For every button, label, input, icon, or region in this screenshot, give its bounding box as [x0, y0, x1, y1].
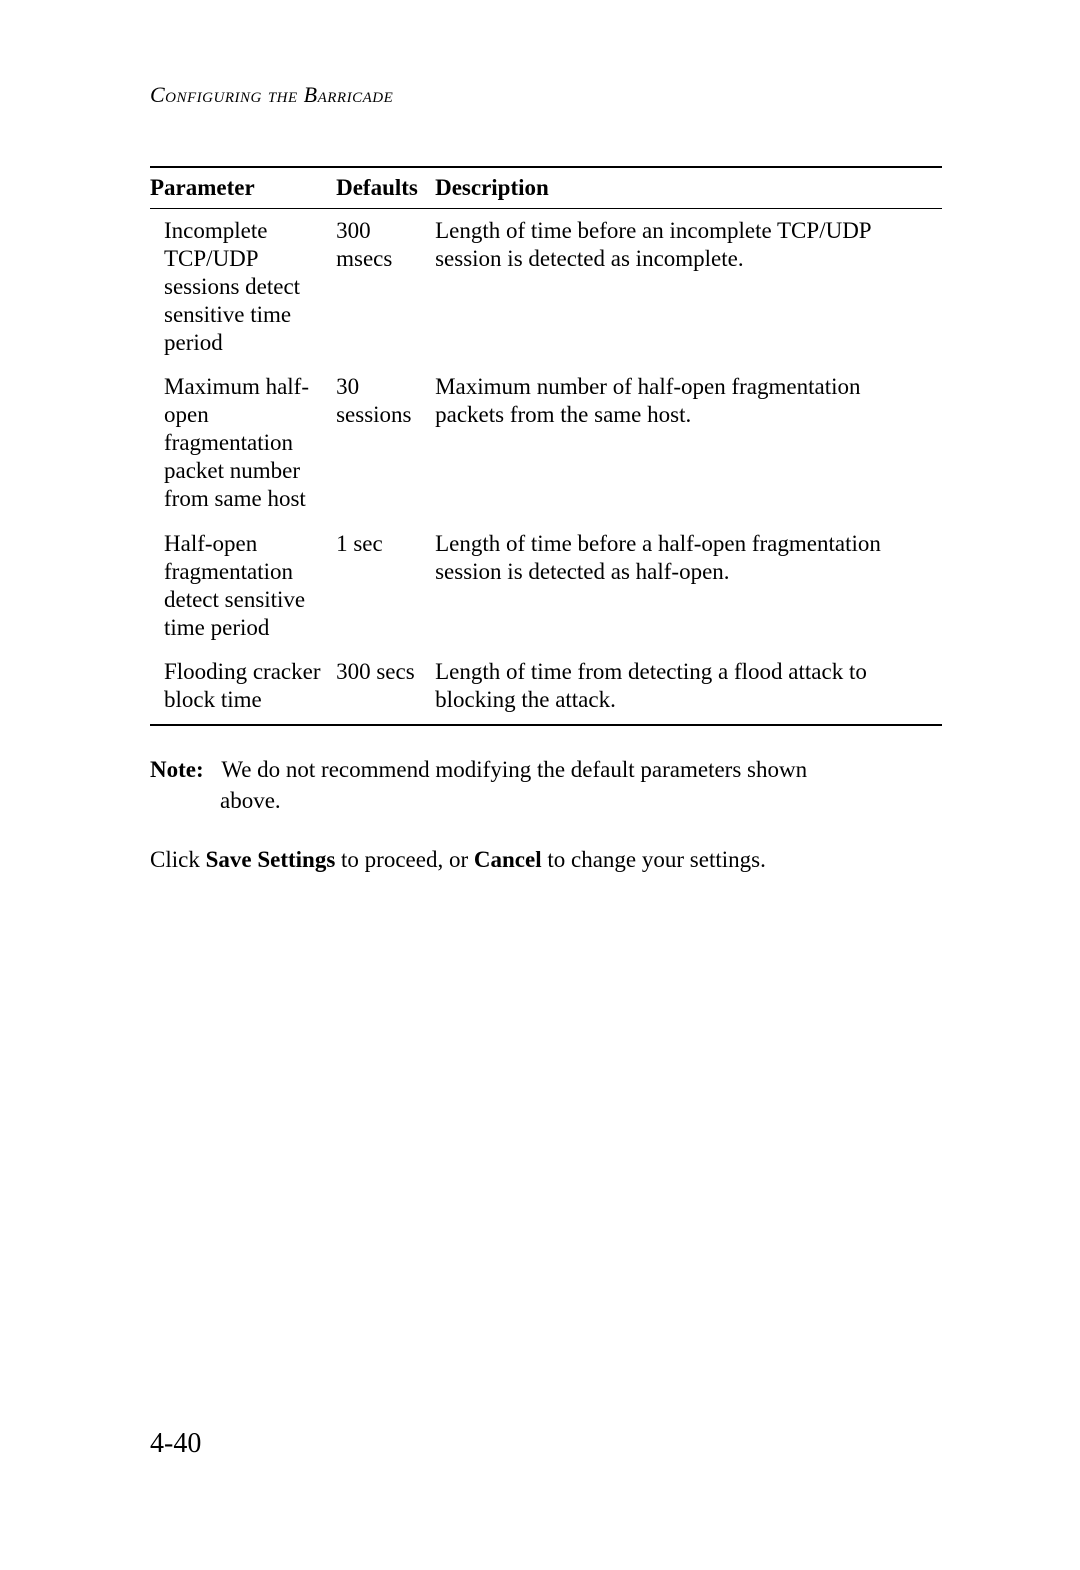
instruction-text: Click	[150, 847, 206, 872]
page: Configuring the Barricade Parameter Defa…	[0, 0, 1080, 1570]
instruction-text: to proceed, or	[335, 847, 474, 872]
cell-defaults: 300 msecs	[336, 209, 435, 366]
table-header-row: Parameter Defaults Description	[150, 167, 942, 209]
note-text-line1: We do not recommend modifying the defaul…	[221, 757, 807, 782]
cell-description: Length of time before an incomplete TCP/…	[435, 209, 942, 366]
col-header-description: Description	[435, 167, 942, 209]
cell-parameter: Maximum half-open fragmentation packet n…	[150, 365, 336, 521]
cell-parameter: Incomplete TCP/UDP sessions detect sensi…	[150, 209, 336, 366]
cancel-label: Cancel	[474, 847, 542, 872]
cell-defaults: 30 sessions	[336, 365, 435, 521]
table-row: Flooding cracker block time 300 secs Len…	[150, 650, 942, 725]
page-number: 4-40	[150, 1428, 201, 1460]
col-header-defaults: Defaults	[336, 167, 435, 209]
running-head: Configuring the Barricade	[150, 82, 942, 108]
instruction-paragraph: Click Save Settings to proceed, or Cance…	[150, 844, 942, 875]
table-row: Incomplete TCP/UDP sessions detect sensi…	[150, 209, 942, 366]
cell-description: Length of time before a half-open fragme…	[435, 522, 942, 650]
cell-description: Maximum number of half-open fragmentatio…	[435, 365, 942, 521]
cell-defaults: 1 sec	[336, 522, 435, 650]
note-text-line2: above.	[220, 785, 942, 816]
parameter-table: Parameter Defaults Description Incomplet…	[150, 166, 942, 726]
cell-parameter: Flooding cracker block time	[150, 650, 336, 725]
note-block: Note: We do not recommend modifying the …	[150, 754, 942, 816]
cell-defaults: 300 secs	[336, 650, 435, 725]
instruction-text: to change your settings.	[542, 847, 766, 872]
col-header-parameter: Parameter	[150, 167, 336, 209]
cell-parameter: Half-open fragmentation detect sensitive…	[150, 522, 336, 650]
table-row: Half-open fragmentation detect sensitive…	[150, 522, 942, 650]
table-row: Maximum half-open fragmentation packet n…	[150, 365, 942, 521]
cell-description: Length of time from detecting a flood at…	[435, 650, 942, 725]
save-settings-label: Save Settings	[206, 847, 336, 872]
note-label: Note:	[150, 754, 216, 785]
